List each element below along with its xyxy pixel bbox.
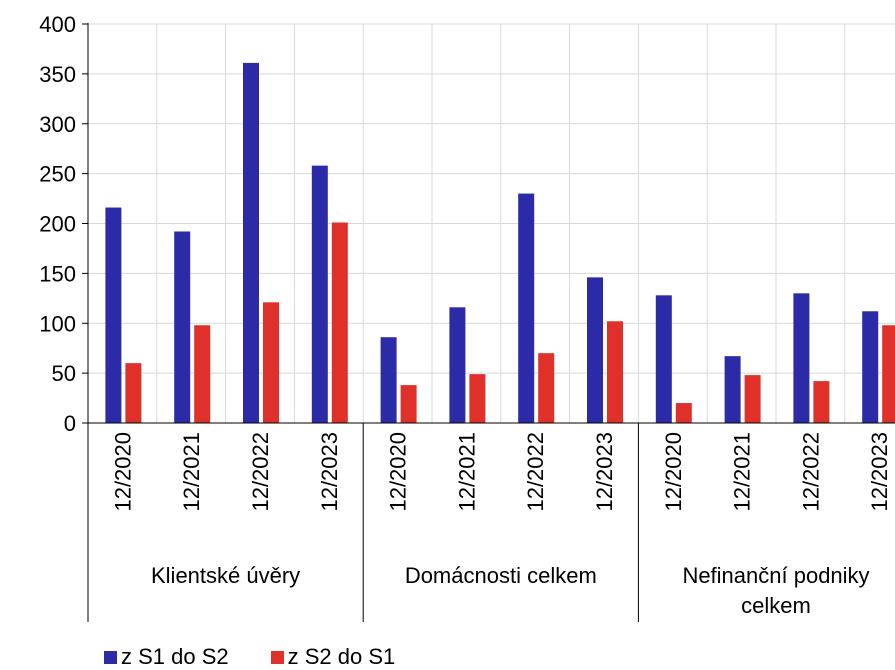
legend-swatch-s2-to-s1 (270, 650, 284, 664)
y-tick-label: 50 (52, 361, 76, 386)
y-tick-label: 400 (39, 12, 76, 37)
x-tick-label: 12/2020 (661, 432, 686, 512)
group-label: Klientské úvěry (151, 563, 300, 588)
y-tick-labels: 0 50 100 150 200 250 300 350 400 (39, 12, 76, 436)
bar (538, 353, 555, 423)
bar (174, 231, 191, 423)
x-tick-label: 12/2023 (592, 432, 617, 512)
bar (125, 363, 142, 423)
y-tick-label: 300 (39, 112, 76, 137)
bar (744, 375, 761, 423)
bar (194, 325, 211, 423)
x-tick-label: 12/2020 (110, 432, 135, 512)
x-tick-label: 12/2020 (386, 432, 411, 512)
legend-label-s2-to-s1: z S2 do S1 (287, 644, 396, 669)
x-tick-label: 12/2022 (248, 432, 273, 512)
legend-label-s1-to-s2: z S1 do S2 (121, 644, 229, 669)
bar (518, 193, 535, 423)
group-label: Nefinanční podniky (682, 563, 869, 588)
bar (469, 374, 486, 423)
bar (380, 337, 397, 423)
legend: z S1 do S2 z S2 do S1 (104, 644, 437, 670)
bar (449, 307, 466, 423)
x-tick-label: 12/2021 (730, 432, 755, 512)
legend-swatch-s1-to-s2 (104, 650, 117, 664)
x-tick-label: 12/2022 (523, 432, 548, 512)
y-tick-label: 250 (39, 162, 76, 187)
group-label: Domácnosti celkem (405, 563, 597, 588)
gridlines (87, 23, 895, 423)
bars (105, 62, 895, 424)
x-tick-labels: 12/2020 12/2021 12/2022 12/2023 12/2020 12/20… (110, 432, 892, 512)
bar (243, 62, 259, 424)
bar (793, 293, 810, 423)
x-tick-label: 12/2023 (317, 432, 342, 512)
bar (862, 311, 879, 423)
x-tick-label: 12/2021 (454, 432, 479, 512)
bar (813, 381, 830, 423)
bar (882, 325, 895, 423)
y-tick-label: 350 (39, 62, 76, 87)
bar (331, 222, 348, 423)
legend-item-s1-to-s2: z S1 do S2 (104, 644, 229, 670)
x-tick-label: 12/2023 (867, 432, 892, 512)
y-tick-label: 0 (64, 411, 76, 436)
legend-item-s2-to-s1: z S2 do S1 (270, 644, 396, 670)
bar (105, 207, 122, 423)
group-labels: Klientské úvěry Domácnosti celkem Nefinanč… (151, 563, 870, 618)
bar (263, 302, 279, 423)
axes (82, 23, 895, 622)
bar (724, 356, 741, 423)
bar (587, 277, 603, 423)
y-tick-label: 100 (39, 311, 76, 336)
bar (655, 295, 672, 423)
x-tick-label: 12/2021 (179, 432, 204, 512)
bar (400, 385, 417, 423)
bar (607, 321, 623, 423)
bar (311, 165, 328, 423)
y-tick-label: 200 (39, 212, 76, 237)
group-label: celkem (741, 593, 811, 618)
bar (675, 403, 692, 423)
y-tick-label: 150 (39, 261, 76, 286)
x-tick-label: 12/2022 (798, 432, 823, 512)
